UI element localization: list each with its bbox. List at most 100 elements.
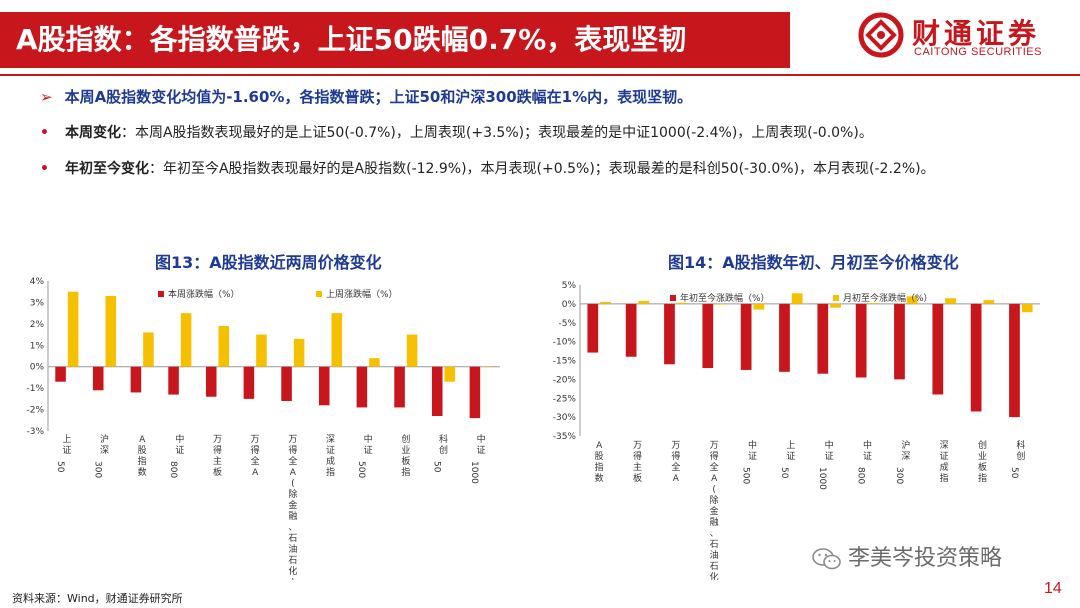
bar-series1 — [92, 366, 104, 391]
bar-series2 — [868, 303, 880, 304]
y-tick-label: -20% — [553, 375, 577, 385]
legend-label: 年初至今涨跌幅（%） — [680, 292, 770, 304]
bar-series2 — [715, 303, 726, 305]
bar-series2 — [444, 366, 456, 382]
bar-series2 — [600, 301, 611, 304]
header-divider — [0, 74, 1080, 76]
y-tick-label: 0% — [30, 363, 45, 373]
bar-series2 — [143, 332, 154, 367]
bar-series2 — [218, 326, 230, 367]
category-label: 上证 — [786, 440, 795, 462]
legend-swatch — [158, 291, 164, 297]
bar-series1 — [281, 366, 292, 401]
bar-series1 — [243, 366, 255, 399]
bar-series1 — [130, 366, 142, 393]
page-title: A股指数：各指数普跌，上证50跌幅0.7%，表现坚韧 — [16, 23, 687, 56]
bar-series1 — [431, 366, 443, 416]
bar-series1 — [702, 303, 714, 369]
logo-mark-icon — [858, 12, 904, 58]
legend-label: 本周涨跌幅（%） — [168, 288, 240, 300]
legend-swatch — [833, 295, 839, 301]
category-label: A 股指数 — [595, 441, 604, 484]
ytd-text: ：年初至今A股指数表现最好的是A股指数(-12.9%)，本月表现(+0.5%)；… — [148, 161, 935, 177]
logo-text-cn: 财通证券 — [912, 17, 1041, 50]
category-label-num: 500 — [356, 461, 366, 478]
y-tick-label: -25% — [553, 394, 577, 404]
ytd-label: 年初至今变化 — [64, 161, 149, 177]
category-label: 深证成指 — [940, 440, 949, 484]
title-bar: A股指数：各指数普跌，上证50跌幅0.7%，表现坚韧 — [0, 12, 790, 68]
category-label: 科创 — [1016, 439, 1025, 462]
bar-series2 — [753, 303, 765, 310]
bar-series2 — [1021, 303, 1033, 313]
page-number: 14 — [1044, 580, 1062, 597]
category-label: A 股指数 — [138, 435, 147, 478]
bar-series1 — [1009, 303, 1020, 418]
category-label: 中证 — [825, 439, 834, 462]
legend-swatch — [670, 295, 676, 301]
category-label: 深证成指 — [326, 434, 335, 478]
bar-series1 — [55, 366, 66, 382]
category-label-num: 50 — [1009, 467, 1019, 479]
category-label: 万得全 A — [251, 435, 260, 478]
y-tick-label: -2% — [26, 406, 44, 416]
y-tick-label: 2% — [30, 320, 45, 330]
bar-series1 — [855, 303, 867, 378]
category-label: 万得全 A — [671, 441, 680, 484]
bar-series2 — [676, 302, 688, 304]
y-tick-label: 4% — [30, 277, 45, 287]
bar-series2 — [256, 334, 267, 367]
y-tick-label: 3% — [30, 298, 45, 308]
category-label-num: 300 — [894, 467, 904, 484]
source-note: 资料来源：Wind，财通证券研究所 — [12, 592, 183, 605]
category-label-num: 50 — [779, 467, 789, 479]
bullet-dot-icon: • — [40, 161, 49, 177]
bar-series1 — [894, 303, 905, 380]
chart-13: 4% 3% 2% 1% 0% -1% -2% -3% 本周涨跌幅（%） 上周涨跌幅（%） 上证 50 沪… — [26, 277, 500, 580]
y-tick-label: -5% — [558, 319, 576, 329]
category-label: 创业板指 — [978, 439, 987, 484]
category-label-num: 800 — [168, 461, 178, 478]
y-tick-label: 1% — [30, 341, 45, 351]
category-label: 万得主板 — [633, 441, 642, 484]
category-label: 中证 — [175, 433, 184, 456]
y-tick-label: 5% — [562, 281, 577, 291]
bar-series1 — [740, 303, 752, 370]
bullet-dot-icon: • — [40, 125, 49, 141]
bar-series2 — [105, 296, 117, 367]
y-tick-label: -35% — [553, 432, 577, 442]
bar-series1 — [932, 303, 944, 395]
y-tick-label: -30% — [553, 413, 577, 423]
ytd-bullet: • 年初至今变化：年初至今A股指数表现最好的是A股指数(-12.9%)，本月表现(… — [40, 158, 935, 178]
category-label: 上证 — [62, 434, 71, 456]
bar-series2 — [406, 334, 418, 367]
bar-series1 — [205, 366, 217, 397]
chart-title-13: 图13：A股指数近两周价格变化 — [155, 253, 382, 272]
category-label-num: 1000 — [469, 461, 479, 484]
category-label: 万得主板 — [213, 435, 222, 478]
bar-series1 — [817, 303, 829, 374]
company-logo: 财通证券 CAITONG SECURITIES — [858, 10, 1068, 62]
bar-series1 — [469, 366, 481, 419]
summary-text: 本周A股指数变化均值为-1.60%，各指数普跌；上证50和沪深300跌幅在1%内… — [64, 88, 693, 106]
bar-series1 — [970, 303, 982, 412]
category-label: 沪深 — [901, 439, 910, 462]
bar-series2 — [331, 313, 343, 367]
bar-series1 — [664, 303, 675, 365]
weekly-label: 本周变化 — [64, 125, 121, 141]
legend-label: 月初至今涨跌幅（%） — [843, 292, 933, 304]
bar-series2 — [983, 300, 995, 304]
bar-series1 — [587, 303, 599, 353]
arrow-icon: ➢ — [40, 88, 53, 106]
header: A股指数：各指数普跌，上证50跌幅0.7%，表现坚韧 财通证券 CAITONG … — [0, 0, 1080, 74]
y-tick-label: -15% — [553, 357, 577, 367]
watermark: 李美岑投资策略 — [812, 540, 1002, 572]
y-tick-label: -10% — [553, 338, 577, 348]
category-label-num: 50 — [55, 461, 65, 473]
category-label: 中证 — [364, 433, 373, 456]
category-label-num: 50 — [432, 461, 442, 473]
bar-series2 — [945, 298, 956, 304]
y-tick-label: -1% — [26, 384, 44, 394]
category-label-num: 1000 — [817, 467, 827, 490]
summary-bullet: ➢ 本周A股指数变化均值为-1.60%，各指数普跌；上证50和沪深300跌幅在1%… — [40, 86, 692, 107]
